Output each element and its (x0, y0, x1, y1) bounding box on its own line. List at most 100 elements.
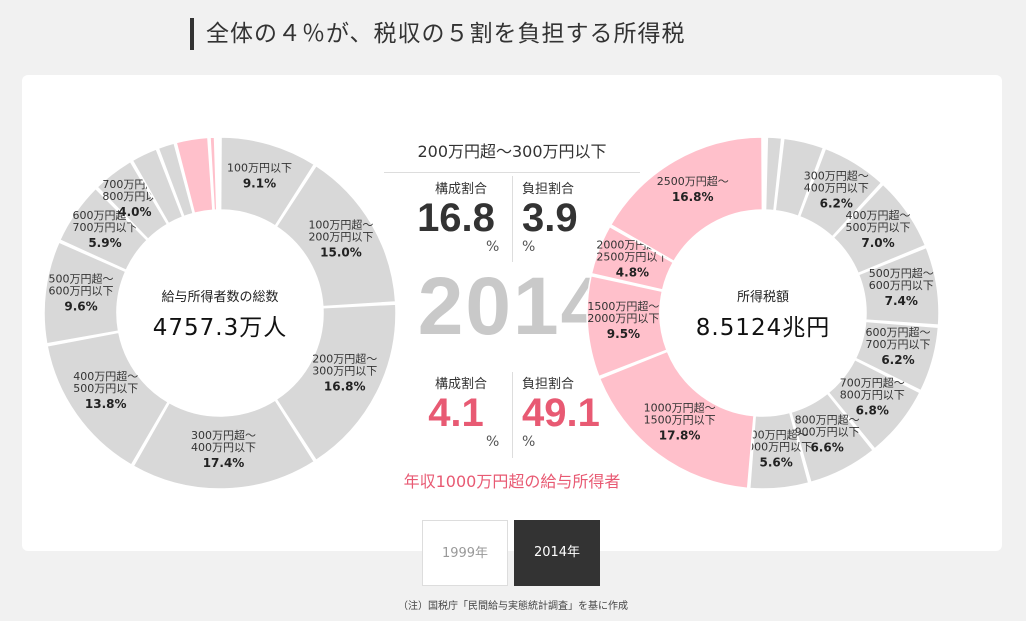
stat-value: 16.8 (417, 196, 495, 240)
segment-label: 400万円超〜 (845, 208, 910, 222)
segment-label: 900万円以下 (795, 425, 860, 438)
segment-label: 700万円超〜 (840, 376, 905, 390)
high-income-caption: 年収1000万円超の給与所得者 (403, 472, 621, 491)
source-note: （注）国税庁「民間給与実態統計調査」を基に作成 (398, 601, 628, 612)
segment-percent-label: 5.6% (759, 455, 792, 469)
donut-segment[interactable] (748, 411, 810, 490)
tab-2014[interactable]: 2014年 (514, 520, 600, 586)
donut-segment[interactable] (209, 136, 218, 211)
segment-percent-label: 6.8% (856, 404, 889, 418)
segment-percent-label: 17.8% (659, 428, 701, 442)
donut-segment[interactable] (586, 274, 668, 378)
donut-segment[interactable] (218, 136, 221, 211)
donut-segment[interactable] (798, 147, 883, 238)
donut-segment[interactable] (790, 392, 875, 484)
donut-segment[interactable] (857, 246, 940, 326)
segment-label: 900万円超〜 (744, 427, 809, 441)
donut-segment[interactable] (764, 136, 783, 212)
donut-segment[interactable] (598, 350, 755, 490)
donut-segment[interactable] (215, 136, 219, 211)
segment-label: 500万円超〜 (48, 271, 113, 285)
donut-center-value: 8.5124兆円 (696, 315, 830, 341)
page-heading: 全体の４％が、税収の５割を負担する所得税 (190, 18, 686, 50)
donut-segment[interactable] (96, 160, 169, 241)
segment-percent-label: 6.2% (881, 353, 914, 367)
segment-label: 200万円超〜 (312, 352, 377, 366)
segment-label: 1500万円超〜 (587, 299, 659, 313)
divider (512, 372, 513, 458)
segment-percent-label: 4.0% (118, 205, 151, 219)
donut-segment[interactable] (275, 164, 397, 308)
segment-label: 1000万円以下 (740, 440, 812, 453)
donut-segment[interactable] (131, 147, 184, 225)
segment-percent-label: 13.8% (85, 397, 127, 411)
stat-value: 3.9 (522, 196, 578, 240)
stat-label: 負担割合 (522, 377, 575, 392)
segment-label: 600万円以下 (869, 279, 934, 292)
segment-percent-label: 17.4% (203, 456, 245, 470)
segment-percent-label: 15.0% (320, 245, 362, 259)
segment-label: 400万円以下 (191, 441, 256, 454)
segment-label: 2500万円超〜 (657, 174, 729, 188)
donut-segment[interactable] (58, 187, 149, 272)
stat-label: 構成割合 (434, 182, 487, 197)
segment-label: 2000万円以下 (587, 312, 659, 325)
donut-segment[interactable] (827, 358, 921, 451)
donut-segment[interactable] (132, 398, 316, 490)
stat-label: 負担割合 (522, 182, 575, 197)
segment-label: 600万円以下 (48, 284, 113, 297)
segment-percent-label: 7.4% (885, 294, 918, 308)
donut-center-value: 4757.3万人 (153, 315, 287, 341)
segment-percent-label: 16.8% (672, 190, 714, 204)
segment-label: 800万円以下 (840, 389, 905, 402)
segment-label: 2500万円以下 (596, 250, 668, 263)
segment-percent-label: 16.8% (324, 380, 366, 394)
segment-label: 400万円以下 (804, 182, 869, 195)
segment-label: 100万円超〜 (308, 217, 373, 231)
donut-segment[interactable] (175, 136, 214, 215)
year-watermark: 2014 (417, 261, 609, 352)
segment-percent-label: 6.6% (810, 440, 843, 454)
donut-segment[interactable] (774, 137, 825, 218)
stat-unit: % (486, 434, 500, 450)
segment-percent-label: 9.5% (607, 327, 640, 341)
segment-percent-label: 9.1% (243, 177, 276, 191)
donut-segment[interactable] (275, 303, 397, 462)
donut-segment[interactable] (854, 320, 940, 392)
donut-segment[interactable] (609, 136, 764, 263)
divider (384, 172, 640, 173)
segment-label: 800万円超〜 (795, 412, 860, 426)
segment-label: 700万円以下 (865, 338, 930, 351)
tab-1999[interactable]: 1999年 (422, 520, 508, 586)
segment-percent-label: 4.8% (616, 265, 649, 279)
segment-label: 500万円超〜 (869, 266, 934, 280)
segment-label: 300万円以下 (312, 365, 377, 378)
segment-percent-label: 5.9% (88, 236, 121, 250)
donut-segment[interactable] (832, 183, 927, 275)
stat-unit: % (522, 239, 536, 255)
donut-segment[interactable] (43, 241, 127, 345)
stat-label: 構成割合 (434, 377, 487, 392)
segment-label: 700万円以下 (72, 221, 137, 234)
segment-percent-label: 9.6% (64, 299, 97, 313)
segment-label: 100万円以下 (227, 162, 292, 175)
segment-label: 500万円以下 (845, 221, 910, 234)
donut-segment[interactable] (46, 331, 170, 467)
divider (512, 176, 513, 262)
burden-ratio-top: 負担割合 3.9 % (514, 178, 630, 255)
donut-segment[interactable] (762, 136, 767, 211)
segment-label: 600万円超〜 (865, 325, 930, 339)
segment-label: 1000万円超〜 (644, 400, 716, 414)
segment-label: 200万円以下 (308, 230, 373, 243)
segment-percent-label: 7.0% (861, 236, 894, 250)
donut-segment[interactable] (590, 225, 675, 291)
burden-ratio-bottom: 負担割合 49.1 % (514, 373, 630, 450)
segment-label: 500万円以下 (73, 382, 138, 395)
segment-label: 1500万円以下 (644, 413, 716, 426)
donut-segment[interactable] (157, 142, 195, 218)
donut-center-title: 所得税額 (737, 289, 789, 305)
segment-percent-label: 6.2% (820, 197, 853, 211)
donut-segment[interactable] (219, 136, 316, 228)
